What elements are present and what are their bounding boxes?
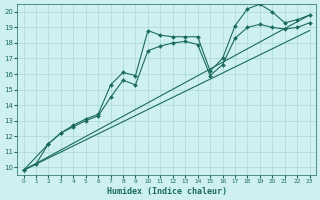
X-axis label: Humidex (Indice chaleur): Humidex (Indice chaleur) xyxy=(107,187,227,196)
